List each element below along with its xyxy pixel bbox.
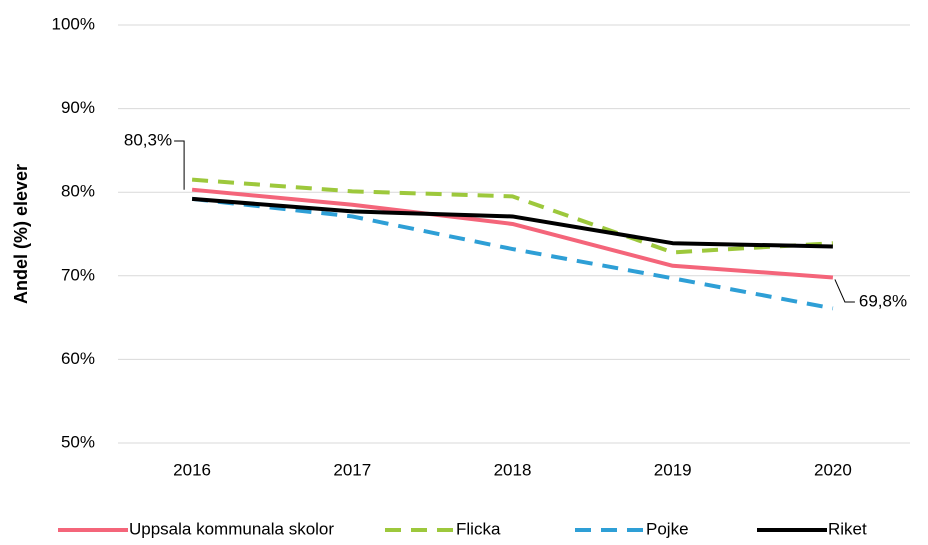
x-tick-label: 2017 — [333, 460, 371, 479]
line-series — [191, 196, 833, 249]
leader-line — [174, 140, 185, 190]
leader-line — [834, 279, 855, 303]
y-tick-label: 50% — [61, 432, 95, 451]
line-series — [191, 177, 834, 255]
legend-label: Pojke — [646, 519, 689, 538]
line-series — [191, 196, 834, 311]
y-tick-label: 100% — [52, 14, 95, 33]
y-tick-label: 90% — [61, 98, 95, 117]
data-label: 69,8% — [859, 291, 907, 310]
y-tick-label: 60% — [61, 349, 95, 368]
x-tick-label: 2018 — [494, 460, 532, 479]
legend-label: Uppsala kommunala skolor — [129, 519, 334, 538]
x-tick-label: 2016 — [173, 460, 211, 479]
x-tick-label: 2019 — [654, 460, 692, 479]
data-label: 80,3% — [124, 130, 172, 149]
y-axis-title: Andel (%) elever — [11, 164, 31, 304]
legend-label: Riket — [828, 519, 867, 538]
y-tick-label: 80% — [61, 182, 95, 201]
y-tick-label: 70% — [61, 265, 95, 284]
legend-label: Flicka — [456, 519, 501, 538]
x-tick-label: 2020 — [814, 460, 852, 479]
line-series — [191, 187, 834, 280]
